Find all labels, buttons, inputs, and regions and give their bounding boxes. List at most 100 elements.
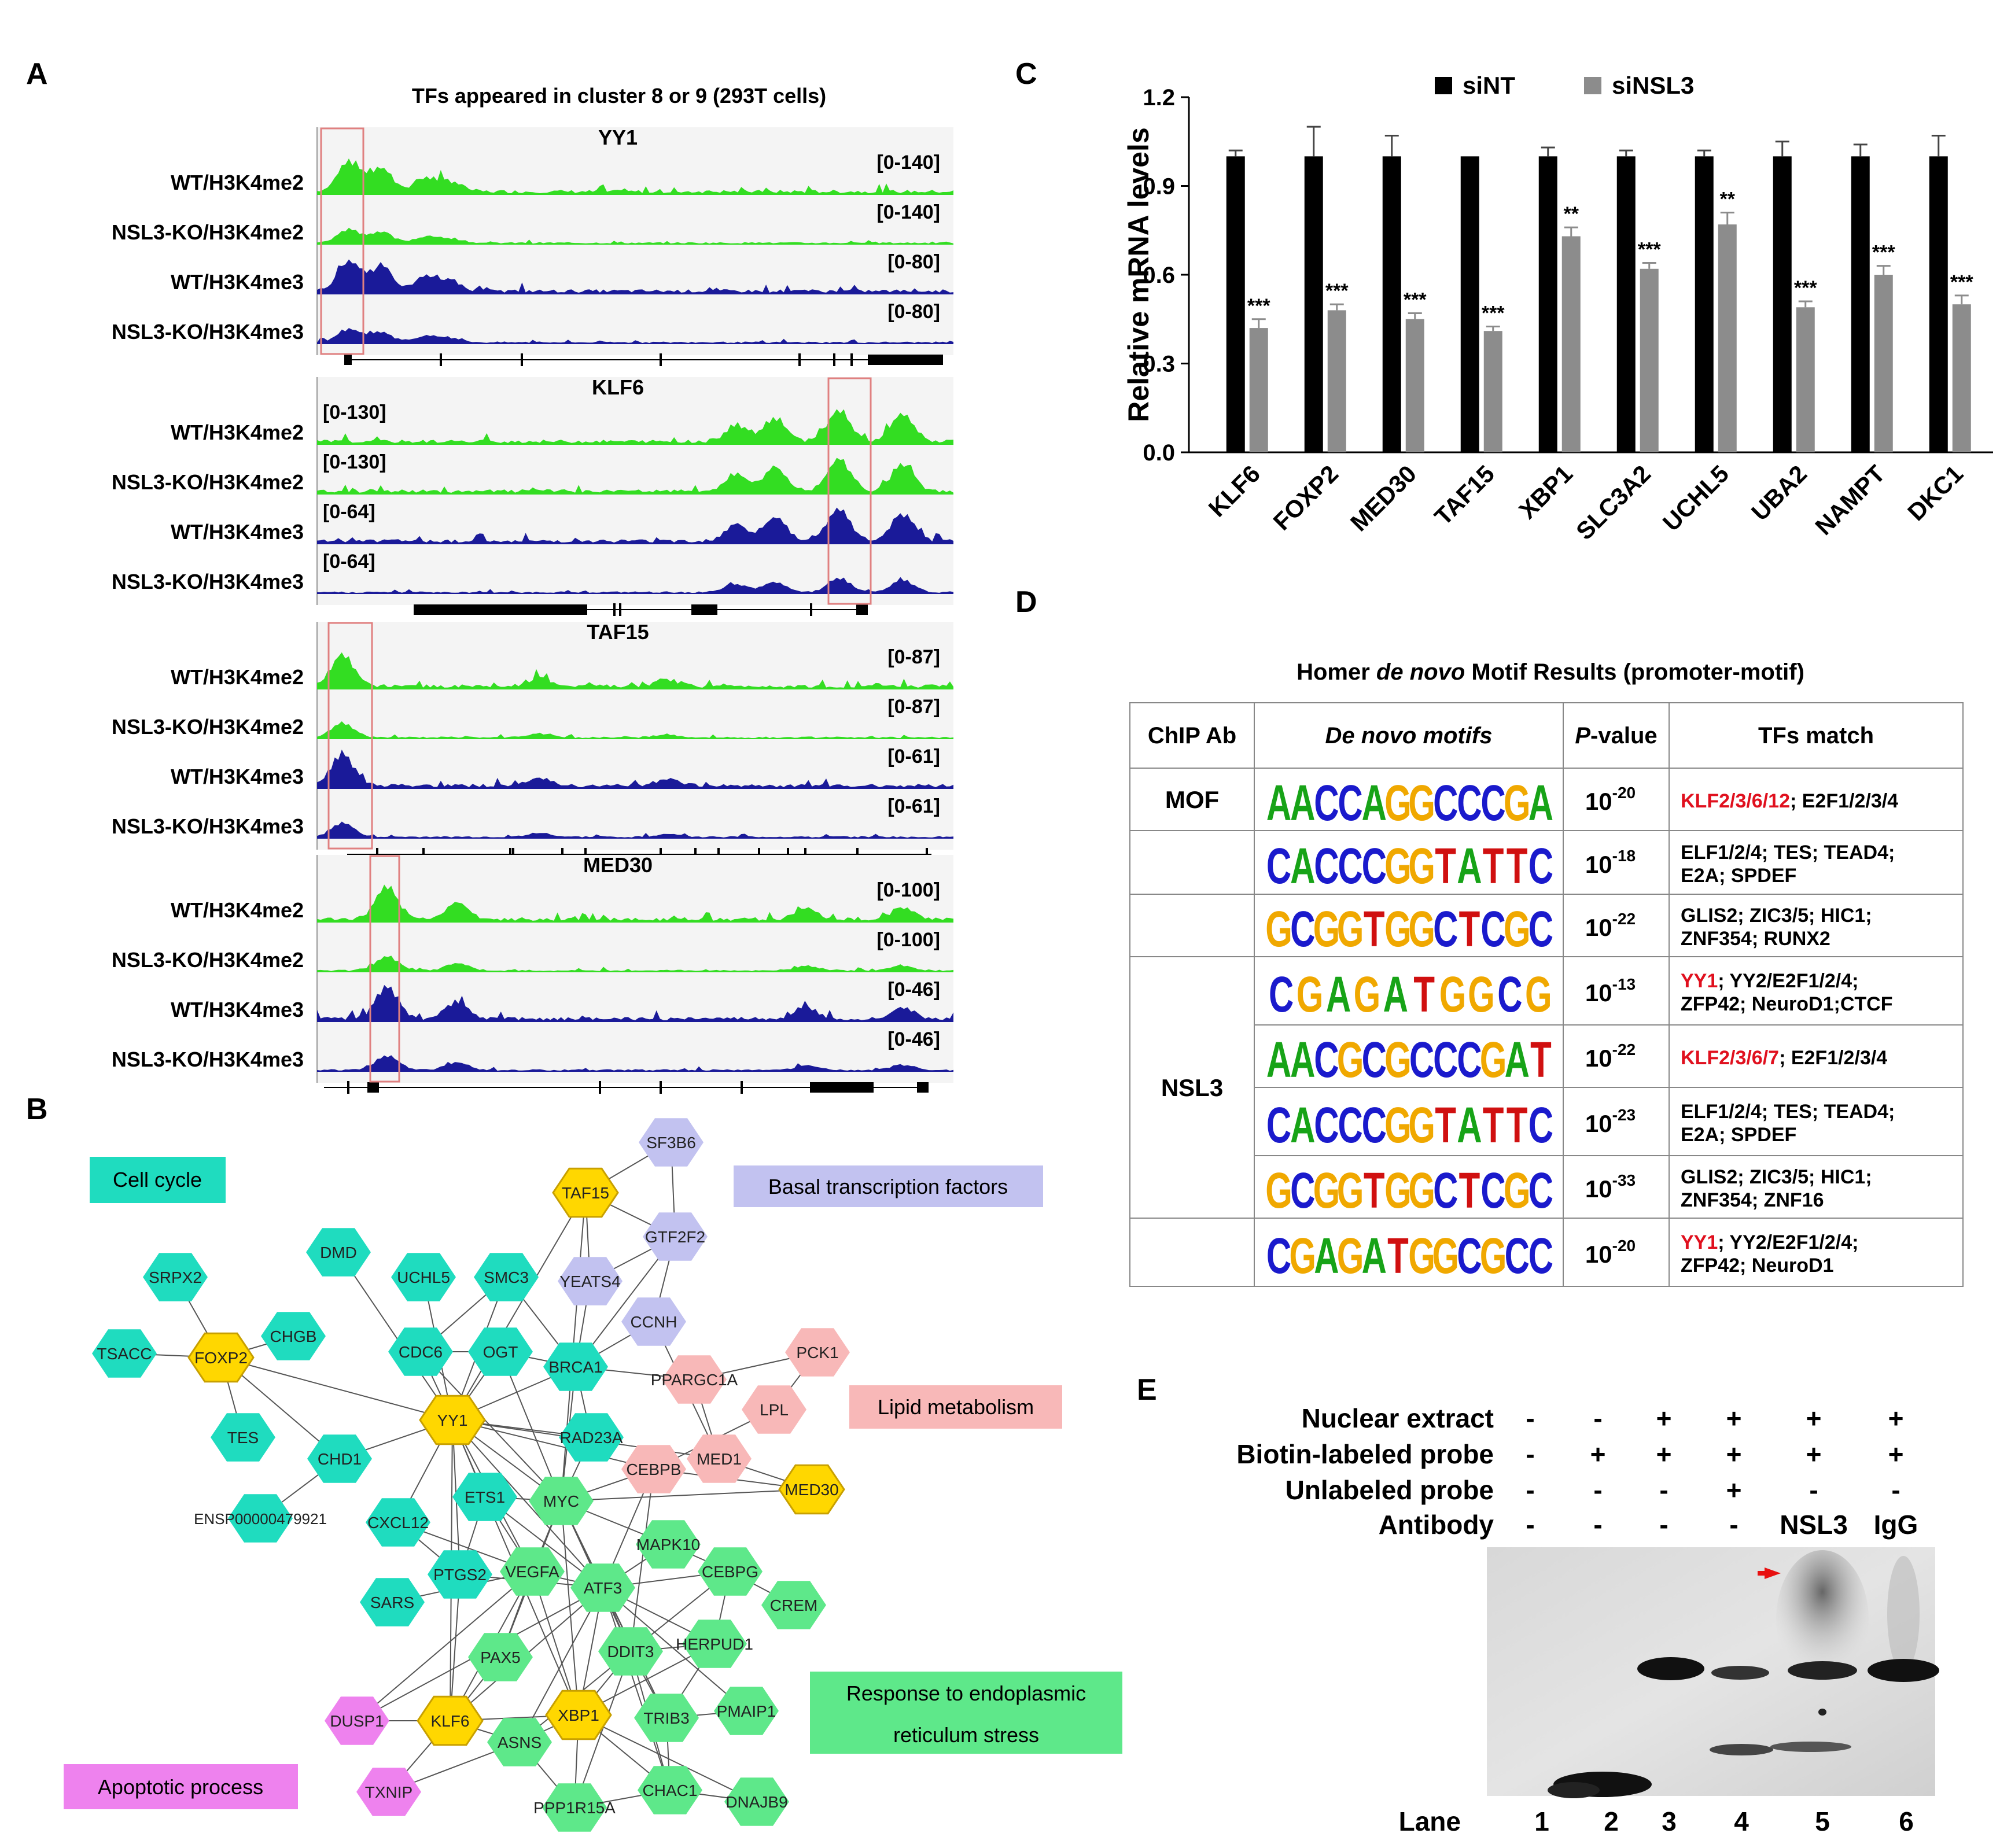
node-label: CHGB [270, 1327, 317, 1345]
exon-small [660, 353, 662, 366]
node-label: DUSP1 [330, 1712, 384, 1730]
node-hexagon [500, 1547, 565, 1596]
node-label: SARS [370, 1594, 414, 1611]
emsa-row-label: Antibody [1379, 1510, 1494, 1540]
track-group-bg [317, 622, 953, 850]
exon-small [741, 1081, 743, 1094]
significance-mark: *** [1638, 239, 1661, 261]
node-label: CREM [770, 1596, 817, 1614]
network-edge [602, 1587, 671, 1791]
node-hexagon [428, 1550, 492, 1599]
motif-letter: C [1338, 774, 1362, 831]
bar [1929, 156, 1948, 452]
motif-letter: T [1507, 1097, 1528, 1153]
track-range: [0-140] [876, 201, 940, 223]
emsa-cell: - [1593, 1475, 1602, 1505]
motif-letter: C [1528, 838, 1553, 894]
node-hexagon [639, 1118, 704, 1167]
motif-letter: C [1480, 1162, 1505, 1219]
motif-letter: G [1408, 838, 1435, 894]
emsa-row-label: Unlabeled probe [1286, 1475, 1494, 1505]
network-node: CHGB [261, 1312, 326, 1360]
signal-track [317, 1055, 953, 1071]
node-label: FOXP2 [194, 1349, 248, 1367]
network-node: TXNIP [356, 1768, 421, 1816]
motif-letter: A [1326, 966, 1351, 1023]
network-node: ETS1 [452, 1473, 517, 1521]
promoter-highlight [369, 855, 400, 1083]
motif-letter: G [1480, 1031, 1507, 1088]
complex-band [1711, 1666, 1769, 1680]
network-edge [630, 1469, 654, 1652]
exon-small [850, 353, 853, 366]
motif-letter: G [1289, 1227, 1316, 1284]
tf-match-line1: YY1; YY2/E2F1/2/4; [1681, 1231, 1858, 1253]
network-node: CCNH [621, 1297, 686, 1346]
node-hexagon [785, 1328, 850, 1377]
exon-small [660, 848, 662, 861]
network-node: HERPUD1 [676, 1620, 753, 1668]
legend-swatch-sint [1435, 77, 1452, 94]
p-value: 10-22 [1585, 1041, 1636, 1072]
node-hexagon [698, 1547, 763, 1596]
bar [1382, 156, 1401, 452]
track-label: WT/H3K4me3 [171, 520, 304, 544]
motif-letter: C [1314, 1031, 1339, 1088]
node-label: DMD [320, 1244, 357, 1261]
tf-match-line2: ZNF354; ZNF16 [1681, 1189, 1824, 1211]
network-node: YY1 [419, 1395, 486, 1445]
promoter-highlight [327, 622, 373, 850]
emsa-cell: NSL3 [1780, 1510, 1848, 1540]
network-node: TSACC [92, 1329, 157, 1378]
motif-letter: G [1337, 1227, 1364, 1284]
exon-small [347, 1081, 349, 1094]
motif-letter: T [1483, 838, 1504, 894]
network-edge [519, 1587, 603, 1743]
track-label: NSL3-KO/H3K4me2 [112, 220, 304, 244]
category-er-stress-line1: Response to endoplasmic [846, 1681, 1086, 1705]
p-value: 10-13 [1585, 975, 1636, 1006]
exon-small [509, 848, 511, 861]
lane-number: 5 [1815, 1806, 1830, 1836]
network-node: SMC3 [474, 1253, 539, 1301]
tf-match-line2: ZNF354; RUNX2 [1681, 928, 1830, 950]
exon-small [521, 353, 523, 366]
significance-mark: *** [1404, 289, 1427, 311]
node-label: MED30 [784, 1481, 838, 1499]
motif-letter: C [1362, 838, 1387, 894]
network-node: YEATS4 [558, 1257, 623, 1305]
motif-letter: C [1266, 1227, 1291, 1284]
node-label: YEATS4 [559, 1272, 620, 1290]
complex-band [1637, 1657, 1704, 1680]
motif-letter: C [1362, 1031, 1387, 1088]
signal-track [317, 458, 953, 494]
p-value: 10-20 [1585, 1237, 1636, 1268]
network-node: PCK1 [785, 1328, 850, 1377]
exon-small [926, 848, 928, 861]
panel-label-e: E [1137, 1373, 1157, 1407]
exon-small [798, 353, 801, 366]
emsa-cell: - [1659, 1510, 1668, 1540]
lane-number: 6 [1899, 1806, 1914, 1836]
motif-letter: G [1337, 901, 1364, 957]
emsa-cell: - [1891, 1475, 1900, 1505]
lane-label: Lane [1399, 1806, 1461, 1836]
motif-letter: C [1338, 1097, 1362, 1153]
exon-small [422, 848, 425, 861]
motif-letter: A [1314, 1227, 1339, 1284]
motif-letter: T [1387, 1227, 1409, 1284]
supershift-smear [1776, 1550, 1869, 1689]
node-label: CXCL12 [367, 1514, 429, 1532]
node-hexagon [687, 1434, 752, 1483]
gene-name: YY1 [598, 126, 638, 149]
panel-label-d: D [1015, 585, 1037, 619]
supershift-arrow-icon [1765, 1567, 1781, 1579]
emsa-cell: - [1526, 1439, 1534, 1469]
motif-letter: G [1337, 1162, 1364, 1219]
lane-number: 2 [1604, 1806, 1619, 1836]
node-hexagon [742, 1385, 806, 1434]
network-edge [578, 1714, 757, 1802]
